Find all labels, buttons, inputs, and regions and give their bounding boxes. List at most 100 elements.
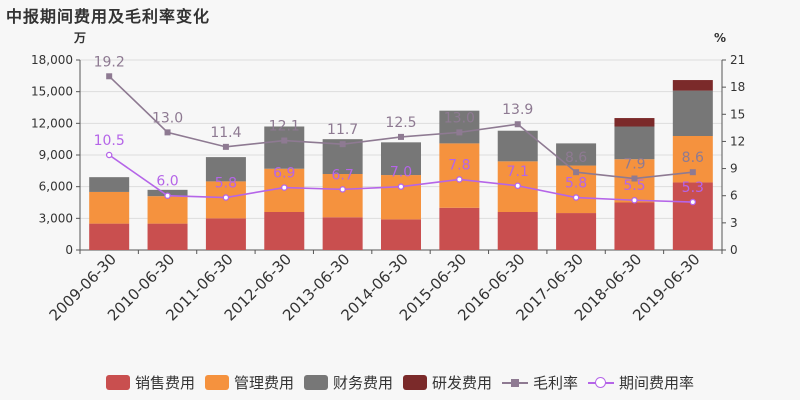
bar-segment-2 <box>89 177 130 192</box>
gross-margin-point <box>281 137 288 144</box>
right-tick-label: 9 <box>730 162 738 176</box>
left-axis-unit: 万 <box>73 31 86 45</box>
expense-ratio-point <box>339 186 346 193</box>
left-tick-label: 6,000 <box>39 180 73 194</box>
left-tick-label: 15,000 <box>31 85 73 99</box>
legend-swatch-admin <box>204 375 229 390</box>
left-tick-label: 18,000 <box>31 53 73 67</box>
expense-ratio-label: 5.8 <box>565 176 587 192</box>
bar-segment-2 <box>556 143 597 166</box>
left-tick-label: 3,000 <box>39 211 73 225</box>
bar-segment-0 <box>497 212 538 250</box>
legend-label-sales: 销售费用 <box>134 374 195 392</box>
gross-margin-label: 12.1 <box>269 119 300 135</box>
legend-item-rnd[interactable]: 研发费用 <box>403 372 492 393</box>
legend-label-gross-margin: 毛利率 <box>533 374 579 392</box>
bar-segment-0 <box>381 219 421 250</box>
gross-margin-label: 12.5 <box>385 115 416 131</box>
left-tick-label: 12,000 <box>31 116 73 130</box>
bar-segment-1 <box>381 175 421 220</box>
bar-segment-0 <box>322 217 363 250</box>
gross-margin-point <box>106 73 113 80</box>
bar-segment-1 <box>322 174 363 218</box>
expense-ratio-point <box>514 182 521 190</box>
gross-margin-label: 19.2 <box>94 54 125 70</box>
right-axis-unit: % <box>714 31 726 45</box>
bar-segment-0 <box>439 207 480 250</box>
bar-segment-1 <box>89 191 130 224</box>
gross-margin-point <box>222 143 229 150</box>
legend: 销售费用 管理费用 财务费用 研发费用 毛利率 期间费用率 <box>0 372 800 393</box>
expense-ratio-point <box>456 176 463 183</box>
legend-item-gross-margin[interactable]: 毛利率 <box>502 372 578 393</box>
bar-segment-0 <box>89 223 130 250</box>
gross-margin-label: 11.4 <box>210 125 241 141</box>
bar-segment-0 <box>147 223 188 250</box>
gross-margin-point <box>689 169 696 176</box>
gross-margin-point <box>631 175 638 182</box>
bar-segment-1 <box>147 196 188 224</box>
legend-item-admin[interactable]: 管理费用 <box>204 372 294 393</box>
bar-segment-0 <box>264 212 305 250</box>
expense-ratio-label: 7.0 <box>390 165 412 181</box>
legend-label-admin: 管理费用 <box>233 374 294 392</box>
gross-margin-point <box>398 133 404 140</box>
expense-ratio-label: 5.8 <box>215 176 237 192</box>
bar-segment-0 <box>672 182 713 250</box>
gross-margin-label: 13.0 <box>152 110 183 126</box>
expense-ratio-point <box>281 184 288 191</box>
expense-ratio-point <box>105 151 113 159</box>
gross-margin-label: 13.9 <box>502 102 533 118</box>
gross-margin-point <box>164 129 171 136</box>
legend-label-expense-ratio: 期间费用率 <box>619 374 695 392</box>
bar-segment-1 <box>439 143 480 208</box>
gross-margin-point <box>514 121 521 128</box>
expense-ratio-label: 6.0 <box>156 174 178 190</box>
expense-ratio-point <box>397 183 405 190</box>
legend-label-finance: 财务费用 <box>332 374 393 392</box>
legend-marker-gross-margin <box>502 376 529 390</box>
gross-margin-point <box>456 129 463 136</box>
gross-margin-label: 11.7 <box>327 122 358 138</box>
left-tick-label: 0 <box>65 243 73 257</box>
bar-segment-0 <box>556 213 597 250</box>
legend-label-rnd: 研发费用 <box>432 374 493 392</box>
legend-item-expense-ratio[interactable]: 期间费用率 <box>588 372 694 393</box>
expense-ratio-point <box>631 196 638 204</box>
expense-ratio-label: 6.9 <box>273 166 295 182</box>
expense-ratio-point <box>222 194 230 201</box>
chart-title: 中报期间费用及毛利率变化 <box>6 7 211 26</box>
gross-margin-point <box>339 141 346 148</box>
bar-segment-2 <box>264 126 305 169</box>
bar-segment-3 <box>672 80 713 91</box>
bar-segment-2 <box>381 142 421 176</box>
bar-segment-2 <box>614 126 655 160</box>
expense-ratio-label: 7.1 <box>507 164 529 180</box>
gross-margin-label: 7.9 <box>623 157 645 173</box>
right-tick-label: 12 <box>730 134 745 148</box>
expense-ratio-label: 10.5 <box>94 133 125 149</box>
legend-item-finance[interactable]: 财务费用 <box>303 372 393 393</box>
bar-segment-0 <box>205 218 246 250</box>
expense-ratio-point <box>572 194 580 201</box>
expense-ratio-label: 5.5 <box>623 178 645 194</box>
expense-ratio-label: 7.8 <box>448 157 470 173</box>
bar-segment-2 <box>439 110 480 144</box>
bar-segment-2 <box>672 90 713 136</box>
legend-swatch-rnd <box>403 375 427 390</box>
bar-segment-3 <box>614 118 655 127</box>
gross-margin-label: 8.6 <box>682 150 704 166</box>
gross-margin-label: 8.6 <box>565 150 587 166</box>
right-tick-label: 18 <box>730 80 745 94</box>
right-tick-label: 3 <box>730 216 738 230</box>
gross-margin-label: 13.0 <box>444 110 475 126</box>
legend-marker-expense-ratio <box>588 376 615 390</box>
legend-swatch-finance <box>303 375 328 390</box>
right-tick-label: 15 <box>730 107 745 121</box>
expense-ratio-label: 6.7 <box>332 167 354 183</box>
right-tick-label: 0 <box>730 243 738 257</box>
expense-ratio-label: 5.3 <box>682 180 704 196</box>
legend-item-sales[interactable]: 销售费用 <box>105 372 195 393</box>
right-tick-label: 6 <box>730 189 738 203</box>
bar-segment-2 <box>205 157 246 182</box>
